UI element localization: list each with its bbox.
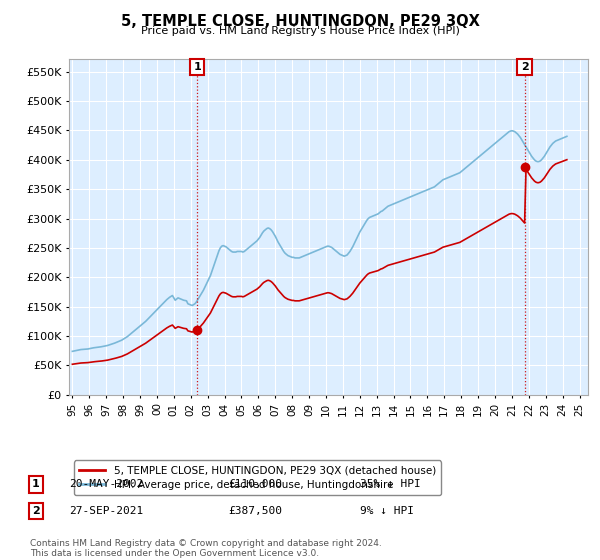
Text: 1: 1 (32, 479, 40, 489)
Text: 20-MAY-2002: 20-MAY-2002 (69, 479, 143, 489)
Text: 9% ↓ HPI: 9% ↓ HPI (360, 506, 414, 516)
Text: 2: 2 (32, 506, 40, 516)
Text: 35% ↓ HPI: 35% ↓ HPI (360, 479, 421, 489)
Text: Price paid vs. HM Land Registry's House Price Index (HPI): Price paid vs. HM Land Registry's House … (140, 26, 460, 36)
Text: 5, TEMPLE CLOSE, HUNTINGDON, PE29 3QX: 5, TEMPLE CLOSE, HUNTINGDON, PE29 3QX (121, 14, 479, 29)
Text: £110,000: £110,000 (228, 479, 282, 489)
Text: 2: 2 (521, 62, 529, 72)
Legend: 5, TEMPLE CLOSE, HUNTINGDON, PE29 3QX (detached house), HPI: Average price, deta: 5, TEMPLE CLOSE, HUNTINGDON, PE29 3QX (d… (74, 460, 441, 495)
Text: 1: 1 (193, 62, 201, 72)
Text: £387,500: £387,500 (228, 506, 282, 516)
Text: Contains HM Land Registry data © Crown copyright and database right 2024.
This d: Contains HM Land Registry data © Crown c… (30, 539, 382, 558)
Text: 27-SEP-2021: 27-SEP-2021 (69, 506, 143, 516)
